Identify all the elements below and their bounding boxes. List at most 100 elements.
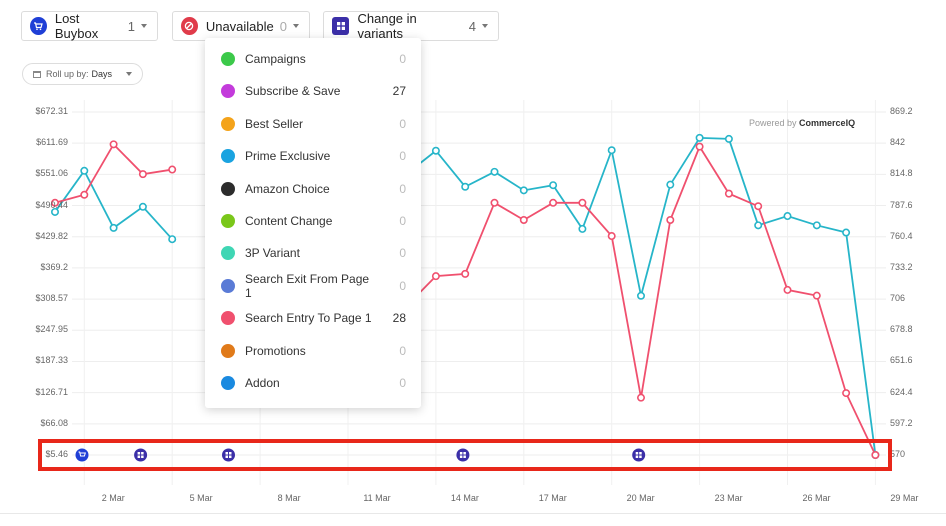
- pencil-icon: [221, 214, 235, 228]
- data-point-rank[interactable]: [842, 389, 851, 398]
- dropdown-item-subscribe-save[interactable]: Subscribe & Save 27: [205, 75, 421, 107]
- chevron-down-icon: [126, 72, 133, 76]
- data-point-price[interactable]: [138, 202, 147, 211]
- data-point-rank[interactable]: [666, 215, 675, 224]
- y-left-tick-label: $490.44: [35, 199, 68, 210]
- event-marker-dot[interactable]: [632, 448, 646, 462]
- grid-icon: [635, 452, 642, 458]
- y-right-tick-label: 760.4: [890, 230, 913, 241]
- data-point-rank[interactable]: [871, 450, 880, 459]
- event-marker[interactable]: [456, 448, 470, 462]
- data-point-price[interactable]: [109, 223, 118, 232]
- data-point-price[interactable]: [607, 146, 616, 155]
- data-point-price[interactable]: [783, 212, 792, 221]
- data-point-price[interactable]: [461, 182, 470, 191]
- y-right-tick-label: 787.6: [890, 199, 913, 210]
- tag-icon: [221, 343, 235, 358]
- dropdown-item-count: 0: [399, 246, 406, 261]
- event-marker[interactable]: [632, 448, 646, 462]
- series-line-rank: [54, 142, 173, 204]
- event-marker-dot[interactable]: [456, 448, 470, 462]
- data-point-price[interactable]: [431, 146, 440, 155]
- divider: [0, 513, 946, 514]
- data-point-rank[interactable]: [519, 215, 528, 224]
- dropdown-item-label: Campaigns: [245, 52, 306, 66]
- data-point-price[interactable]: [636, 291, 645, 300]
- dropdown-item-promotions[interactable]: Promotions 0: [205, 335, 421, 367]
- y-right-tick-label: 678.8: [890, 324, 913, 335]
- data-point-rank[interactable]: [549, 198, 558, 207]
- data-point-rank[interactable]: [578, 198, 587, 207]
- dropdown-item-count: 0: [399, 278, 406, 293]
- event-marker[interactable]: [134, 448, 148, 462]
- dropdown-item-count: 0: [399, 181, 406, 196]
- data-point-price[interactable]: [519, 186, 528, 195]
- dropdown-item-content-change[interactable]: Content Change 0: [205, 205, 421, 237]
- y-left-tick-label: $308.57: [35, 293, 68, 304]
- data-point-rank[interactable]: [80, 190, 89, 199]
- dropdown-item-label: Content Change: [245, 214, 333, 228]
- data-point-price[interactable]: [168, 235, 177, 244]
- data-point-rank[interactable]: [636, 393, 645, 402]
- y-left-tick-label: $187.33: [35, 355, 68, 366]
- data-point-price[interactable]: [812, 221, 821, 230]
- y-right-tick-label: 597.2: [890, 417, 913, 428]
- grid-icon: [459, 452, 466, 458]
- filter-label: Change in variants: [357, 11, 417, 41]
- dropdown-item-amazon-choice[interactable]: Amazon Choice 0: [205, 173, 421, 205]
- dropdown-item-campaigns[interactable]: Campaigns 0: [205, 43, 421, 75]
- dropdown-item-search-entry-to-page-1[interactable]: Search Entry To Page 1 28: [205, 302, 421, 334]
- data-point-rank[interactable]: [490, 198, 499, 207]
- dropdown-item-3p-variant[interactable]: 3P Variant 0: [205, 237, 421, 269]
- y-left-tick-label: $247.95: [35, 324, 68, 335]
- data-point-price[interactable]: [842, 228, 851, 237]
- event-marker[interactable]: [222, 448, 235, 462]
- y-right-tick-label: 651.6: [890, 355, 913, 366]
- data-point-price[interactable]: [578, 224, 587, 233]
- y-right-tick-label: 733.2: [890, 261, 913, 272]
- grid-icon: [137, 452, 144, 458]
- dropdown-item-prime-exclusive[interactable]: Prime Exclusive 0: [205, 140, 421, 172]
- data-point-price[interactable]: [50, 207, 59, 216]
- data-point-rank[interactable]: [138, 170, 147, 179]
- data-point-price[interactable]: [724, 134, 733, 143]
- data-point-rank[interactable]: [724, 189, 733, 198]
- data-point-price[interactable]: [490, 167, 499, 176]
- data-point-rank[interactable]: [783, 285, 792, 294]
- dropdown-item-count: 0: [399, 376, 406, 390]
- data-point-rank[interactable]: [109, 140, 118, 149]
- series-line-rank: [405, 144, 877, 456]
- data-point-price[interactable]: [549, 181, 558, 190]
- data-point-rank[interactable]: [431, 272, 440, 281]
- dropdown-item-count: 0: [399, 214, 406, 228]
- dropdown-item-count: 0: [399, 116, 406, 131]
- event-highlight-box: [38, 439, 892, 471]
- data-point-price[interactable]: [754, 221, 763, 230]
- data-point-rank[interactable]: [754, 202, 763, 211]
- event-marker[interactable]: [75, 448, 89, 462]
- filter-count: 0: [279, 18, 287, 34]
- rollup-select[interactable]: Roll up by: Days: [22, 63, 144, 85]
- data-point-price[interactable]: [695, 133, 704, 142]
- chevron-down-icon: [141, 24, 147, 28]
- dropdown-item-best-seller[interactable]: Best Seller 0: [205, 108, 421, 140]
- dropdown-item-label: Amazon Choice: [245, 181, 330, 196]
- y-right-tick-label: 814.8: [890, 168, 913, 179]
- entry-icon: [221, 311, 235, 326]
- data-point-rank[interactable]: [461, 269, 470, 278]
- data-point-rank[interactable]: [695, 142, 704, 151]
- filter-lost-buybox[interactable]: Lost Buybox 1: [21, 11, 158, 41]
- event-marker-dot[interactable]: [222, 448, 235, 462]
- data-point-price[interactable]: [80, 166, 89, 175]
- dropdown-item-count: 0: [399, 52, 406, 66]
- data-point-rank[interactable]: [168, 165, 177, 174]
- dropdown-item-search-exit-from-page-1[interactable]: Search Exit From Page 1 0: [205, 270, 421, 302]
- event-marker-dot[interactable]: [134, 448, 148, 462]
- dropdown-item-addon[interactable]: Addon 0: [205, 367, 421, 399]
- data-point-price[interactable]: [666, 180, 675, 189]
- data-point-rank[interactable]: [50, 198, 59, 207]
- x-tick-label: 2 Mar: [101, 493, 125, 503]
- data-point-rank[interactable]: [607, 232, 616, 241]
- y-left-tick-label: $672.31: [35, 106, 68, 116]
- data-point-rank[interactable]: [812, 291, 821, 300]
